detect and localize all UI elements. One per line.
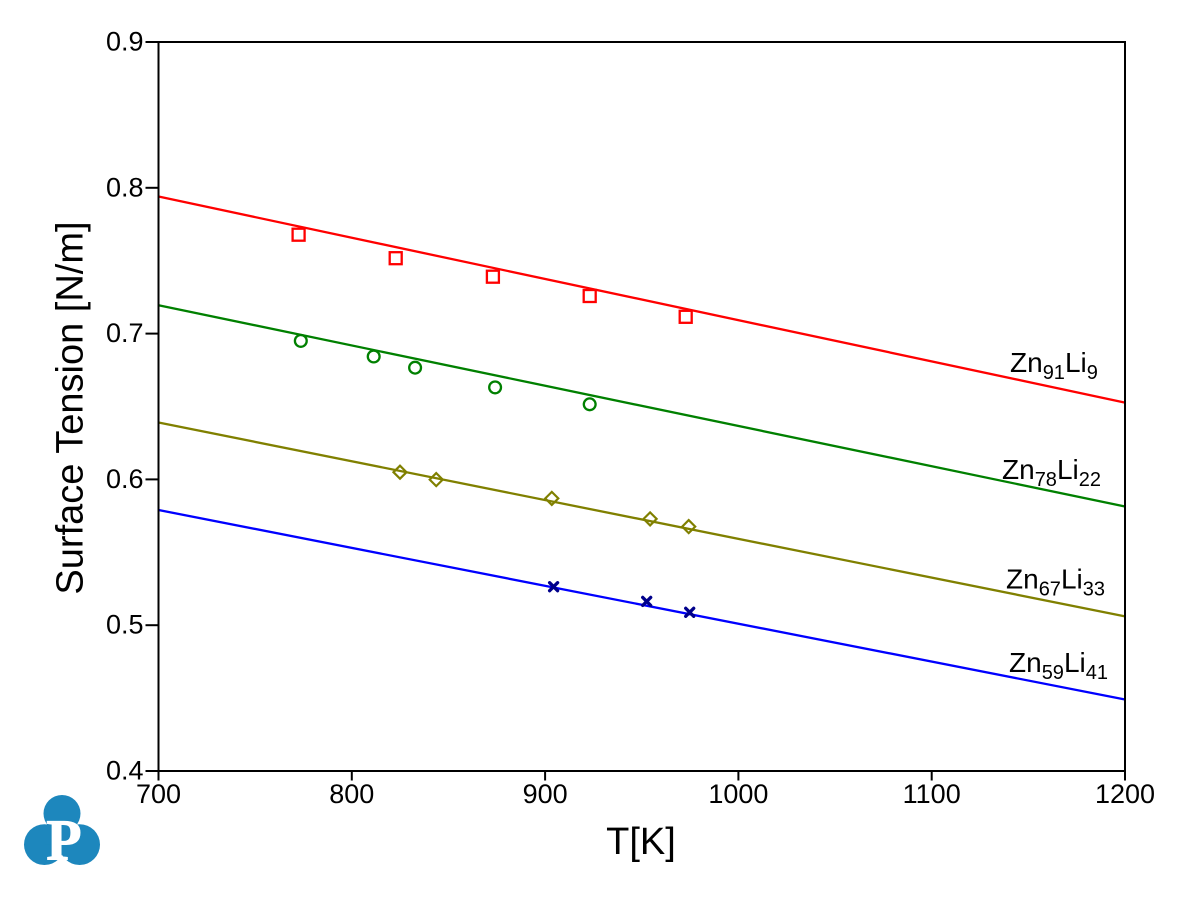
- svg-text:0.8: 0.8: [106, 172, 144, 202]
- svg-text:800: 800: [329, 779, 374, 809]
- svg-text:1200: 1200: [1095, 779, 1155, 809]
- svg-text:0.4: 0.4: [106, 756, 144, 786]
- svg-text:1000: 1000: [708, 779, 768, 809]
- svg-text:0.5: 0.5: [106, 610, 144, 640]
- svg-text:900: 900: [523, 779, 568, 809]
- svg-text:Surface Tension [N/m]: Surface Tension [N/m]: [49, 221, 91, 594]
- svg-text:0.9: 0.9: [106, 27, 144, 57]
- svg-text:1100: 1100: [903, 779, 961, 809]
- svg-text:700: 700: [136, 779, 181, 809]
- svg-text:0.7: 0.7: [106, 318, 144, 348]
- svg-text:P: P: [46, 808, 81, 873]
- svg-text:T[K]: T[K]: [606, 821, 676, 863]
- svg-text:0.6: 0.6: [106, 464, 144, 494]
